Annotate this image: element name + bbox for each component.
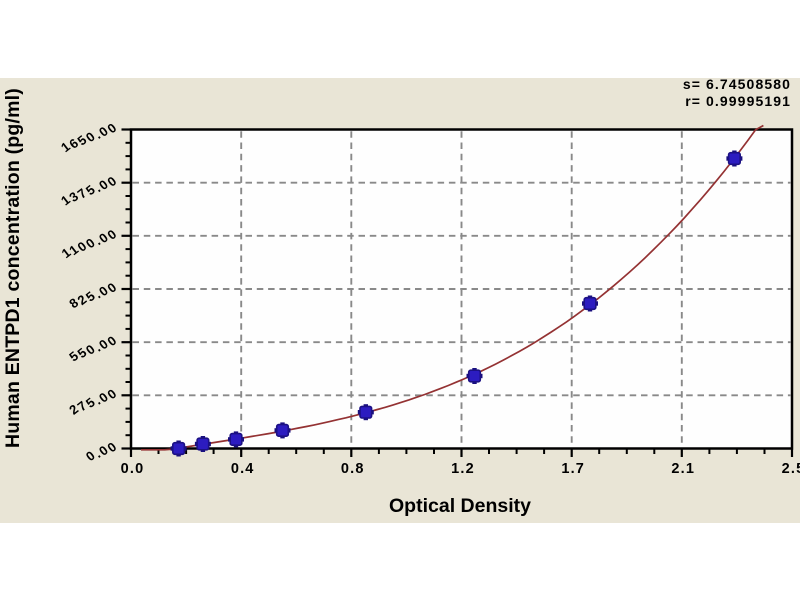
svg-text:275.00: 275.00 [65,383,121,419]
svg-text:r= 0.99995191: r= 0.99995191 [685,93,791,109]
svg-text:Human ENTPD1 concentration (pg: Human ENTPD1 concentration (pg/ml) [2,88,24,448]
svg-text:0.0: 0.0 [121,461,145,477]
svg-text:0.4: 0.4 [231,461,255,477]
svg-text:550.00: 550.00 [65,330,121,366]
svg-text:825.00: 825.00 [65,277,121,313]
svg-text:2.5: 2.5 [782,461,800,477]
svg-text:1650.00: 1650.00 [57,118,121,157]
svg-text:0.8: 0.8 [341,461,365,477]
svg-text:s= 6.74508580: s= 6.74508580 [683,76,791,92]
svg-text:1100.00: 1100.00 [58,224,122,263]
svg-text:1.2: 1.2 [451,461,475,477]
svg-text:1.7: 1.7 [561,461,585,477]
svg-text:Optical Density: Optical Density [389,495,531,517]
svg-text:1375.00: 1375.00 [57,171,121,210]
svg-text:0.00: 0.00 [82,437,122,466]
svg-text:2.1: 2.1 [671,461,695,477]
